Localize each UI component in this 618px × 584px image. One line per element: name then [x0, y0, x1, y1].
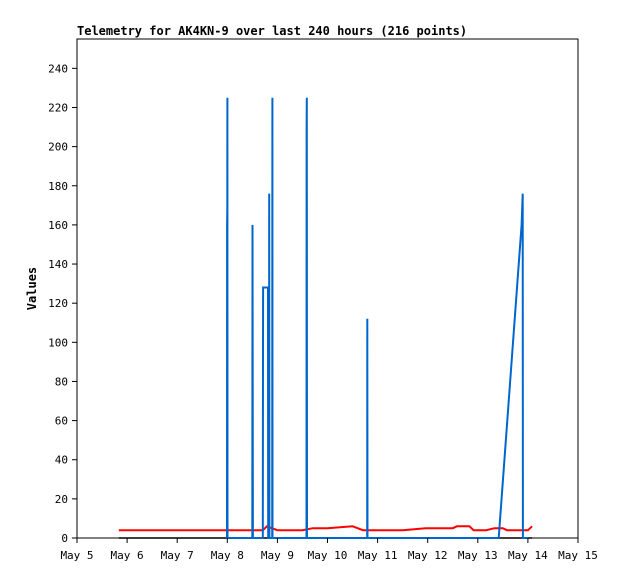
- x-tick-label: May 13: [458, 549, 498, 562]
- series-line-3: [226, 97, 528, 539]
- y-tick-label: 200: [48, 141, 68, 154]
- y-tick-label: 40: [55, 454, 68, 467]
- series-line-2: [118, 525, 533, 532]
- y-tick-label: 80: [55, 375, 68, 388]
- plot-frame: [76, 38, 579, 539]
- y-tick-label: 220: [48, 101, 68, 114]
- chart-title: Telemetry for AK4KN-9 over last 240 hour…: [77, 24, 467, 38]
- x-tick-label: May 15: [558, 549, 598, 562]
- y-tick-label: 100: [48, 336, 68, 349]
- y-tick-label: 160: [48, 219, 68, 232]
- y-tick-label: 240: [48, 62, 68, 75]
- x-tick-label: May 8: [211, 549, 244, 562]
- x-tick-label: May 12: [408, 549, 448, 562]
- series-layer: [118, 97, 533, 539]
- y-tick-label: 60: [55, 415, 68, 428]
- y-axis-label: Values: [25, 267, 39, 310]
- x-tick-label: May 5: [60, 549, 93, 562]
- x-tick-label: May 6: [111, 549, 144, 562]
- x-tick-label: May 11: [358, 549, 398, 562]
- y-tick-label: 120: [48, 297, 68, 310]
- x-axis-ticks: May 5 May 6 May 7 May 8 May 9 May 10 May 11 May…: [60, 538, 598, 562]
- y-tick-label: 140: [48, 258, 68, 271]
- x-tick-label: May 9: [261, 549, 294, 562]
- x-tick-label: May 10: [308, 549, 348, 562]
- x-tick-label: May 14: [508, 549, 548, 562]
- y-tick-label: 20: [55, 493, 68, 506]
- y-tick-label: 180: [48, 180, 68, 193]
- y-axis-ticks: 0 20 40 60 80 100 120 140 160 180 200 220 240: [48, 62, 77, 545]
- x-tick-label: May 7: [161, 549, 194, 562]
- y-tick-label: 0: [61, 532, 68, 545]
